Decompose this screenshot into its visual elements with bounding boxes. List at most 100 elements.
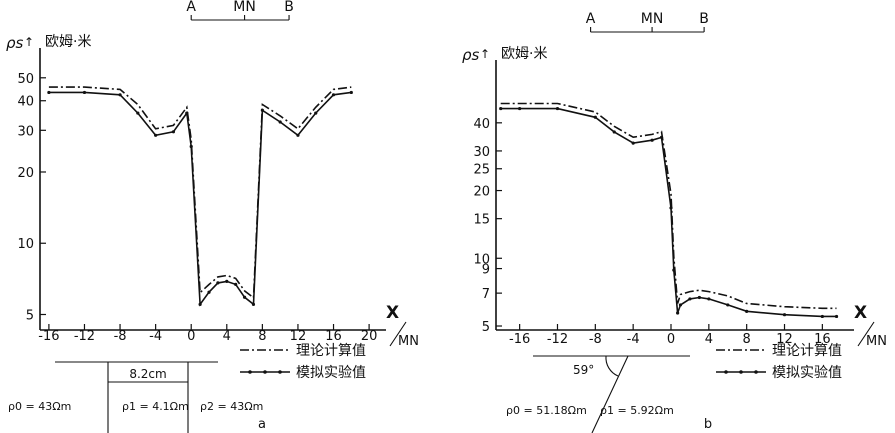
data-point — [314, 111, 318, 115]
legend-swatch-dot — [724, 370, 728, 374]
y-tick-label: 40 — [17, 95, 34, 110]
data-point — [782, 313, 787, 317]
x-tick-label: 8 — [743, 332, 751, 347]
model-contact-line — [591, 355, 629, 433]
legend-label: 理论计算值 — [772, 343, 842, 359]
x-axis-label: X — [854, 303, 867, 323]
model-resistivity-label: ρ2 = 43Ωm — [200, 400, 263, 413]
y-tick-label: 20 — [473, 185, 490, 200]
geoelectric-model-a: 8.2cm ρ0 = 43Ωm ρ1 = 4.1Ωm ρ2 = 43Ωm — [8, 361, 263, 433]
legend-swatch-dot — [739, 370, 743, 374]
x-axis-label: X — [386, 303, 399, 323]
electrode-array: A MN B — [586, 11, 709, 33]
legend-swatch-dot — [263, 370, 267, 374]
data-point — [185, 111, 189, 115]
x-tick-label: -4 — [149, 329, 162, 344]
x-tick-label: -12 — [74, 329, 95, 344]
chart-panel-b: ρs ↑ 欧姆·米 5 7 910 15 20 25 30 40 -16 -12 -8 -4 0 4 8 12 16 X… — [462, 11, 887, 433]
x-tick-label: 4 — [705, 332, 713, 347]
model-resistivity-label: ρ0 = 43Ωm — [8, 400, 71, 413]
x-axis-unit: MN — [866, 334, 887, 349]
data-point — [251, 302, 256, 306]
data-point — [82, 90, 87, 95]
x-tick-label: 0 — [187, 329, 195, 344]
y-tick-label: 50 — [17, 72, 34, 87]
electrode-label: A — [586, 11, 596, 27]
data-point — [296, 133, 300, 137]
y-tick-label: 10 — [17, 237, 34, 252]
y-tick-label: 5 — [26, 308, 34, 323]
electrode-label: MN — [233, 0, 256, 15]
x-tick-label: -16 — [509, 332, 530, 347]
data-point — [136, 111, 140, 115]
geoelectric-model-b: 59° ρ0 = 51.18Ωm ρ1 = 5.92Ωm — [506, 355, 690, 433]
y-tick-label: 7 — [482, 287, 490, 302]
data-point — [697, 295, 701, 300]
data-point — [260, 108, 264, 112]
y-axis-unit: 欧姆·米 — [501, 46, 547, 62]
chart-panel-a: ρs ↑ 欧姆·米 5 10 20 30 40 50 -16 -12 -8 -4 0 4 8 12 16 20 X MN… — [6, 0, 419, 433]
model-angle-arc — [605, 355, 619, 377]
data-point — [47, 90, 51, 95]
data-point — [678, 303, 683, 307]
y-tick-label: 30 — [473, 145, 490, 160]
x-axis-unit: MN — [398, 334, 419, 349]
data-point — [745, 309, 749, 313]
x-tick-label: 12 — [290, 329, 307, 344]
y-axis-unit: 欧姆·米 — [45, 34, 91, 50]
data-point — [216, 281, 220, 285]
x-tick-label: 16 — [814, 332, 831, 347]
data-point — [593, 115, 597, 119]
y-axis-symbol: ρs — [462, 46, 480, 64]
series-line-experiment — [500, 107, 837, 318]
electrode-array: A MN B — [186, 0, 294, 21]
data-point — [676, 311, 680, 315]
electrode-label: B — [699, 11, 709, 27]
x-tick-label: -16 — [38, 329, 59, 344]
model-resistivity-label: ρ0 = 51.18Ωm — [506, 404, 587, 417]
model-angle-label: 59° — [573, 363, 594, 377]
data-point — [207, 290, 211, 294]
legend-swatch-dot — [754, 370, 758, 374]
y-tick-label: 40 — [473, 117, 490, 132]
data-point — [234, 282, 238, 286]
electrode-label: B — [284, 0, 294, 15]
legend-swatch-dot — [248, 370, 252, 374]
x-axis-label-slash — [389, 321, 407, 347]
x-tick-label: -4 — [627, 332, 640, 347]
data-point — [242, 295, 247, 299]
data-point — [518, 106, 522, 111]
y-tick-label: 9 — [482, 263, 490, 278]
data-point — [198, 302, 202, 306]
series-line-experiment — [48, 91, 352, 307]
data-point — [499, 106, 503, 111]
data-point — [726, 303, 730, 307]
y-tick-label: 25 — [473, 163, 490, 178]
legend-label: 理论计算值 — [296, 343, 366, 359]
x-tick-label: -12 — [547, 332, 568, 347]
x-tick-label: 20 — [361, 329, 378, 344]
model-resistivity-label: ρ1 = 5.92Ωm — [600, 404, 674, 417]
x-tick-label: 8 — [258, 329, 266, 344]
y-tick-label: 5 — [482, 320, 490, 335]
model-resistivity-label: ρ1 = 4.1Ωm — [122, 400, 189, 413]
legend-label: 模拟实验值 — [772, 365, 842, 381]
data-point — [331, 93, 336, 97]
electrode-label: MN — [641, 11, 664, 27]
panel-label: a — [258, 417, 266, 432]
x-axis-label-slash — [857, 321, 875, 347]
x-tick-label: 12 — [776, 332, 793, 347]
x-tick-label: -8 — [589, 332, 602, 347]
data-point — [154, 133, 158, 137]
y-tick-label: 10 — [473, 252, 490, 267]
x-tick-label: -8 — [114, 329, 127, 344]
electrode-label: A — [186, 0, 196, 15]
data-point — [672, 268, 676, 272]
y-tick-label: 30 — [17, 124, 34, 139]
data-point — [707, 297, 711, 301]
data-point — [631, 141, 635, 145]
model-width-label: 8.2cm — [129, 367, 166, 381]
y-axis-symbol: ρs — [6, 34, 24, 52]
panel-label: b — [704, 417, 712, 432]
